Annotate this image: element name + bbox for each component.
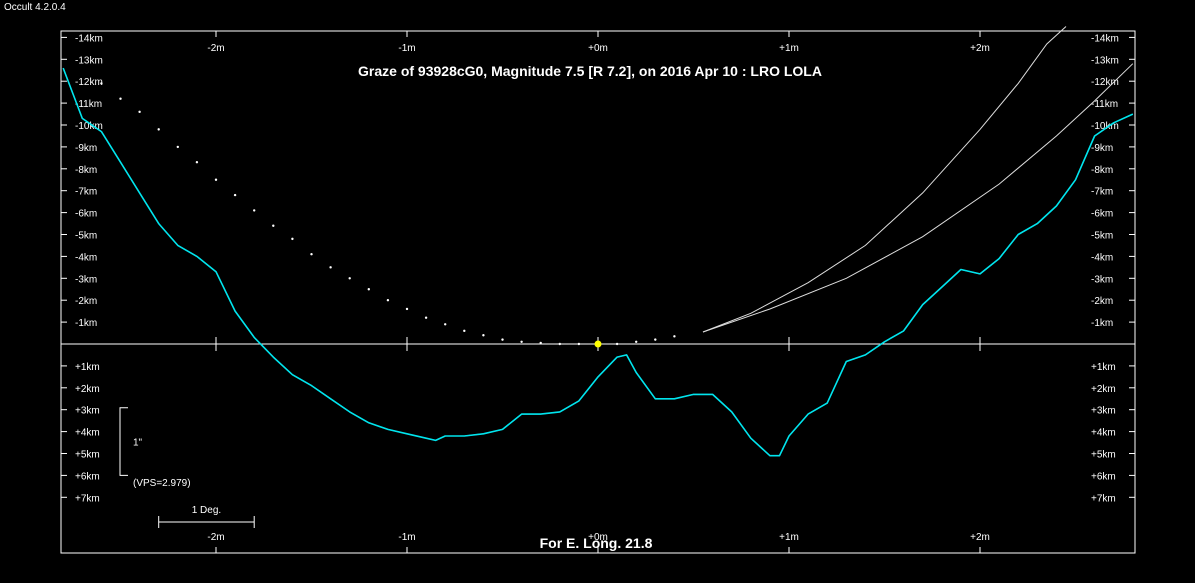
- plot-frame: [60, 30, 1136, 554]
- path-dot: [482, 334, 485, 337]
- y-tick-label-right: +3km: [1091, 406, 1116, 417]
- path-dot: [673, 335, 676, 338]
- x-tick-label-top: -2m: [207, 43, 224, 54]
- vps-label: (VPS=2.979): [133, 478, 191, 489]
- y-tick-label-left: +7km: [75, 493, 100, 504]
- y-tick-label-right: -9km: [1091, 143, 1113, 154]
- y-tick-label-left: -2km: [75, 296, 97, 307]
- path-lower-line: [702, 63, 1134, 333]
- y-tick-label-left: -12km: [75, 77, 103, 88]
- y-tick-label-right: -2km: [1091, 296, 1113, 307]
- path-dot: [539, 341, 542, 345]
- y-tick-label-right: -6km: [1091, 209, 1113, 220]
- path-dot: [310, 253, 313, 256]
- y-tick-label-right: +7km: [1091, 493, 1116, 504]
- y-tick-label-right: +1km: [1091, 362, 1116, 373]
- y-tick-label-right: +2km: [1091, 384, 1116, 395]
- annotation-group: 1" (VPS=2.979) 1 Deg.: [119, 407, 255, 528]
- path-dot: [577, 342, 581, 346]
- x-tick-label-bottom: -2m: [207, 532, 224, 543]
- y-tick-label-left: -8km: [75, 165, 97, 176]
- path-dot: [138, 110, 141, 114]
- y-tick-label-right: -14km: [1091, 33, 1119, 44]
- y-tick-label-left: +1km: [75, 362, 100, 373]
- y-tick-label-right: -13km: [1091, 55, 1119, 66]
- limb-profile-smooth: [62, 67, 1134, 457]
- path-dot: [214, 178, 218, 181]
- y-tick-label-left: -9km: [75, 143, 97, 154]
- path-dot: [463, 329, 466, 333]
- path-dot: [654, 338, 657, 341]
- scale-bar: [119, 407, 128, 476]
- path-dot: [195, 161, 199, 164]
- y-tick-label-left: +6km: [75, 471, 100, 482]
- y-tick-label-right: +6km: [1091, 471, 1116, 482]
- path-dot: [558, 342, 561, 346]
- path-dot: [367, 288, 370, 291]
- x-tick-label-bottom: +2m: [970, 532, 990, 543]
- path-dot: [329, 266, 332, 269]
- y-tick-label-left: +4km: [75, 428, 100, 439]
- path-dot: [100, 82, 103, 85]
- y-tick-label-left: -4km: [75, 252, 97, 263]
- y-tick-label-left: -1km: [75, 318, 97, 329]
- deg-bar-label: 1 Deg.: [192, 505, 221, 516]
- y-tick-label-left: -10km: [75, 121, 103, 132]
- path-dot: [424, 316, 428, 319]
- scale-bar-label: 1": [133, 438, 143, 449]
- path-dot: [176, 145, 179, 149]
- star-marker: [594, 340, 602, 348]
- axes-group: -2m -1m +0m +1m +2m -2m -1m +0m +1m +2m -14km -14km…: [61, 31, 1135, 553]
- y-tick-label-right: -10km: [1091, 121, 1119, 132]
- y-tick-label-right: -7km: [1091, 187, 1113, 198]
- path-dot: [119, 97, 122, 100]
- x-tick-label-top: +1m: [779, 43, 799, 54]
- y-tick-label-left: -7km: [75, 187, 97, 198]
- x-tick-label-top: +2m: [970, 43, 990, 54]
- path-dot: [444, 323, 447, 326]
- y-tick-label-right: +5km: [1091, 450, 1116, 461]
- path-dot: [386, 299, 390, 302]
- chart-title: Graze of 93928cG0, Magnitude 7.5 [R 7.2]…: [358, 63, 822, 79]
- x-tick-label-top: -1m: [398, 43, 415, 54]
- y-tick-label-left: +2km: [75, 384, 100, 395]
- y-tick-label-left: -11km: [75, 99, 102, 110]
- x-tick-label-bottom: +1m: [779, 532, 799, 543]
- chart-footer: For E. Long. 21.8: [540, 535, 653, 551]
- y-tick-label-left: -6km: [75, 209, 97, 220]
- y-tick-label-left: +5km: [75, 450, 100, 461]
- series-group: [62, 26, 1134, 457]
- y-tick-label-right: -4km: [1091, 252, 1113, 263]
- path-dot: [157, 128, 160, 131]
- path-dot: [635, 340, 638, 344]
- y-tick-label-right: +4km: [1091, 428, 1116, 439]
- y-tick-label-right: -11km: [1091, 99, 1118, 110]
- path-dot: [405, 307, 409, 311]
- y-tick-label-left: -13km: [75, 55, 103, 66]
- path-upper-line: [702, 26, 1067, 333]
- limb-profile-line: [62, 67, 1134, 457]
- y-tick-label-right: -8km: [1091, 165, 1113, 176]
- path-dot: [253, 209, 256, 212]
- y-tick-label-left: -3km: [75, 274, 97, 285]
- path-dot: [272, 224, 275, 227]
- y-tick-label-right: -3km: [1091, 274, 1113, 285]
- path-dot: [615, 342, 619, 346]
- y-tick-label-left: -5km: [75, 231, 97, 242]
- y-tick-label-right: -5km: [1091, 231, 1113, 242]
- app-version-label: Occult 4.2.0.4: [4, 2, 66, 13]
- path-dot: [233, 193, 237, 197]
- y-tick-label-left: -14km: [75, 33, 103, 44]
- path-dot: [501, 338, 504, 341]
- x-tick-label-bottom: -1m: [398, 532, 415, 543]
- x-tick-label-top: +0m: [588, 43, 608, 54]
- path-dot: [291, 237, 294, 241]
- path-dot: [520, 340, 523, 344]
- path-dot: [348, 277, 351, 280]
- y-tick-label-left: +3km: [75, 406, 100, 417]
- y-tick-label-right: -1km: [1091, 318, 1113, 329]
- x-tick-label-bottom: +0m: [588, 532, 608, 543]
- y-tick-label-right: -12km: [1091, 77, 1119, 88]
